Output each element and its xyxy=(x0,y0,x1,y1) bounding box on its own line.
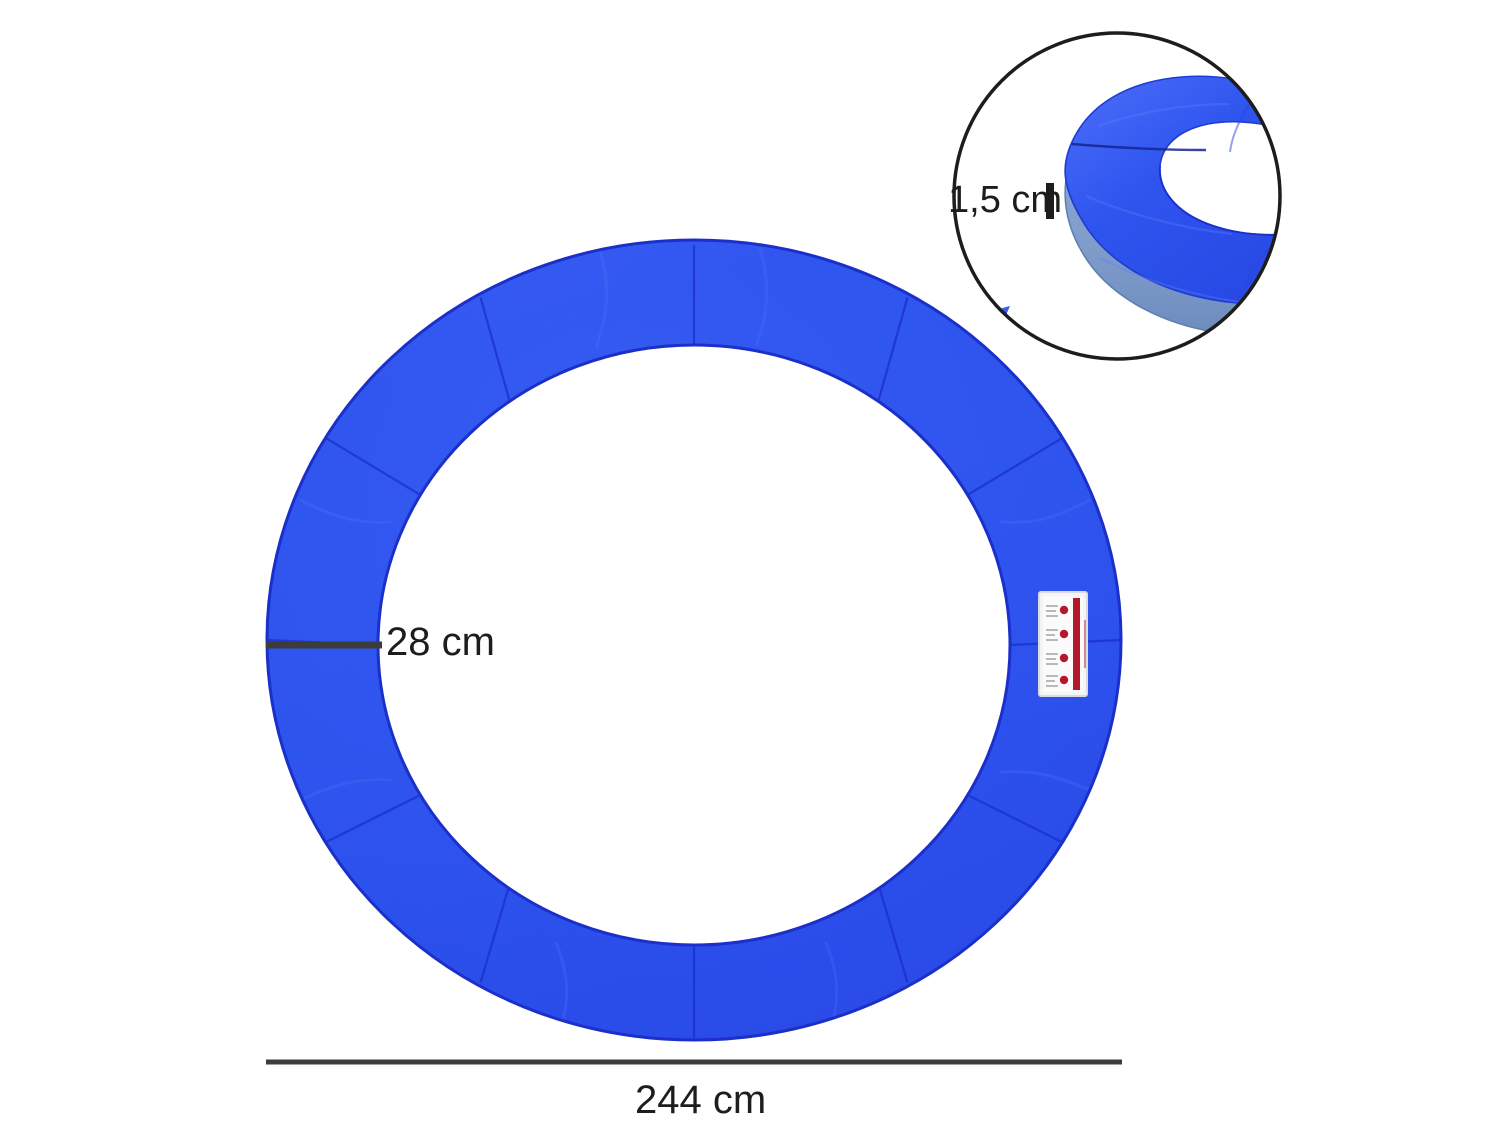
thickness-tick-mark xyxy=(1046,183,1054,219)
trampoline-pad-ring xyxy=(265,238,1123,1042)
callout-circle-border xyxy=(952,31,1282,361)
pad-width-label: 28 cm xyxy=(386,620,495,664)
inset-fabric-sheen xyxy=(1085,102,1257,306)
pad-inner-hole-edge xyxy=(1158,165,1280,236)
pad-outer-edge xyxy=(265,238,1123,1042)
warning-label xyxy=(1038,591,1088,697)
pad-thickness-label: 1,5 cm xyxy=(948,179,1063,221)
pad-seam-detail xyxy=(1071,142,1207,152)
outer-diameter-label: 244 cm xyxy=(635,1078,767,1122)
